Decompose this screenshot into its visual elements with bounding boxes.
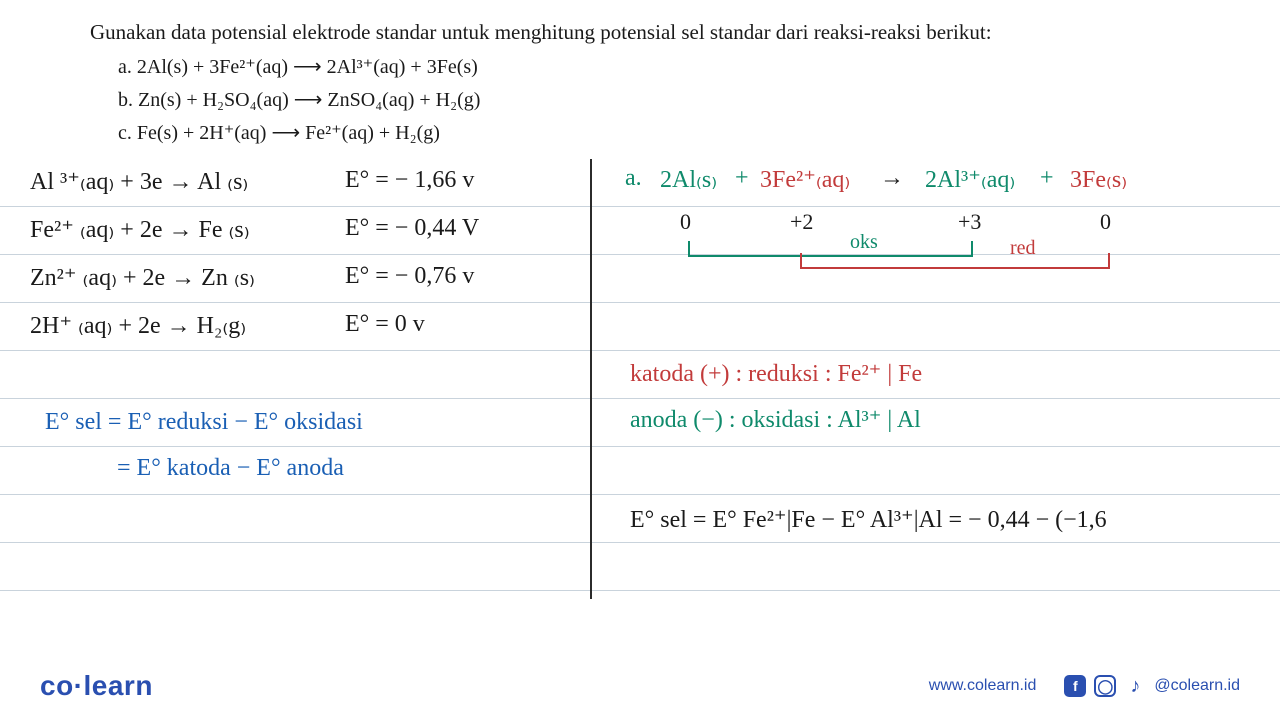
- oxnum-3: +3: [958, 209, 981, 235]
- esel-line: E° sel = E° Fe²⁺|Fe − E° Al³⁺|Al = − 0,4…: [630, 505, 1107, 534]
- plus-2: +: [1040, 165, 1054, 192]
- formula-line-1: E° sel = E° reduksi − E° oksidasi: [45, 409, 363, 436]
- pot-row-3-eq: Zn²⁺ ₍aq₎ + 2e → Zn ₍s₎: [30, 263, 255, 292]
- oks-bracket: [688, 255, 973, 257]
- oxnum-2: +2: [790, 209, 813, 235]
- reaction-list: a. 2Al(s) + 3Fe²⁺(aq) ⟶ 2Al³⁺(aq) + 3Fe(…: [118, 52, 1190, 149]
- red-tick-right: [1108, 253, 1110, 267]
- reag-1: 2Al₍s₎: [660, 165, 717, 194]
- pot-row-4-eq: 2H⁺ ₍aq₎ + 2e → H₂₍g₎: [30, 311, 246, 340]
- work-a-label: a.: [625, 165, 642, 192]
- brand-logo: co·learn: [40, 670, 153, 702]
- pot-row-1-val: E° = − 1,66 v: [345, 167, 474, 194]
- social-block: f ◯ ♪ @colearn.id: [1064, 675, 1240, 697]
- question-block: Gunakan data potensial elektrode standar…: [0, 0, 1280, 149]
- reag-2: 3Fe²⁺₍aq₎: [760, 165, 850, 194]
- oks-tick-right: [971, 241, 973, 255]
- column-divider: [590, 159, 592, 599]
- formula-line-2: = E° katoda − E° anoda: [45, 455, 344, 482]
- red-tick-left: [800, 253, 802, 267]
- katoda-line: katoda (+) : reduksi : Fe²⁺ | Fe: [630, 359, 922, 388]
- prod-2: 3Fe₍s₎: [1070, 165, 1127, 194]
- oxnum-1: 0: [680, 209, 691, 235]
- oks-label: oks: [850, 231, 878, 254]
- pot-row-2-val: E° = − 0,44 V: [345, 215, 479, 242]
- reaction-a: a. 2Al(s) + 3Fe²⁺(aq) ⟶ 2Al³⁺(aq) + 3Fe(…: [118, 52, 1190, 83]
- anoda-line: anoda (−) : oksidasi : Al³⁺ | Al: [630, 405, 921, 434]
- arrow: →: [880, 165, 904, 192]
- red-bracket: [800, 267, 1110, 269]
- plus-1: +: [735, 165, 749, 192]
- reaction-c: c. Fe(s) + 2H⁺(aq) ⟶ Fe²⁺(aq) + H₂(g): [118, 118, 1190, 149]
- oks-tick-left: [688, 241, 690, 255]
- notebook-area: Al ³⁺₍aq₎ + 3e → Al ₍s₎ E° = − 1,66 v Fe…: [0, 159, 1280, 599]
- pot-row-4-val: E° = 0 v: [345, 311, 425, 338]
- pot-row-1-eq: Al ³⁺₍aq₎ + 3e → Al ₍s₎: [30, 167, 248, 196]
- footer-right: www.colearn.id f ◯ ♪ @colearn.id: [929, 675, 1240, 697]
- facebook-icon: f: [1064, 675, 1086, 697]
- footer-handle: @colearn.id: [1154, 677, 1240, 695]
- red-label: red: [1010, 237, 1036, 260]
- oxnum-4: 0: [1100, 209, 1111, 235]
- footer-url: www.colearn.id: [929, 677, 1037, 695]
- reaction-b: b. Zn(s) + H₂SO₄(aq) ⟶ ZnSO₄(aq) + H₂(g): [118, 85, 1190, 116]
- prod-1: 2Al³⁺₍aq₎: [925, 165, 1015, 194]
- instagram-icon: ◯: [1094, 675, 1116, 697]
- tiktok-icon: ♪: [1124, 675, 1146, 697]
- pot-row-2-eq: Fe²⁺ ₍aq₎ + 2e → Fe ₍s₎: [30, 215, 250, 244]
- footer: co·learn www.colearn.id f ◯ ♪ @colearn.i…: [0, 670, 1280, 702]
- question-prompt: Gunakan data potensial elektrode standar…: [90, 18, 1190, 46]
- pot-row-3-val: E° = − 0,76 v: [345, 263, 474, 290]
